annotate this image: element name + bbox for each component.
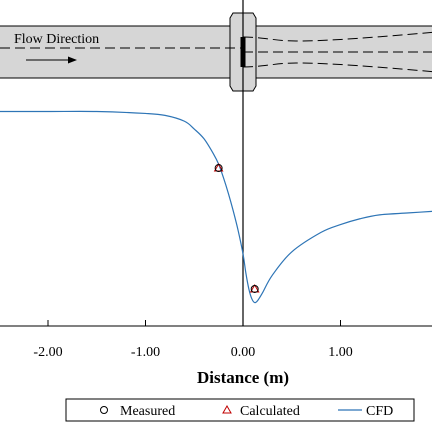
markers <box>213 163 260 293</box>
plot-area: -2.00-1.000.001.002 Distance (m) <box>0 0 432 387</box>
measured-point <box>250 284 259 293</box>
legend-calculated-marker <box>222 404 232 414</box>
measured-point <box>214 164 223 173</box>
cfd-series-line <box>0 110 432 304</box>
legend-measured-marker <box>100 406 108 414</box>
legend-box <box>65 398 415 422</box>
legend-cfd-label: CFD <box>366 404 393 419</box>
jet-lower-boundary <box>242 62 432 73</box>
x-tick-label: 0.00 <box>231 345 256 360</box>
x-tick-label: -1.00 <box>131 345 160 360</box>
flow-direction-label: Flow Direction <box>14 32 99 47</box>
x-tick-label: 1.00 <box>328 345 353 360</box>
legend: Measured Calculated CFD <box>65 398 415 422</box>
pipe-upstream <box>0 25 231 79</box>
x-ticks: -2.00-1.000.001.002 <box>33 320 353 360</box>
flow-arrow-head <box>68 56 77 64</box>
legend-measured-label: Measured <box>120 404 175 419</box>
x-axis-title: Distance (m) <box>197 368 289 387</box>
pipe-diagram: Flow Direction <box>0 12 432 92</box>
legend-calculated-label: Calculated <box>240 404 300 419</box>
jet-upper-boundary <box>242 31 432 42</box>
x-tick-label: -2.00 <box>33 345 62 360</box>
